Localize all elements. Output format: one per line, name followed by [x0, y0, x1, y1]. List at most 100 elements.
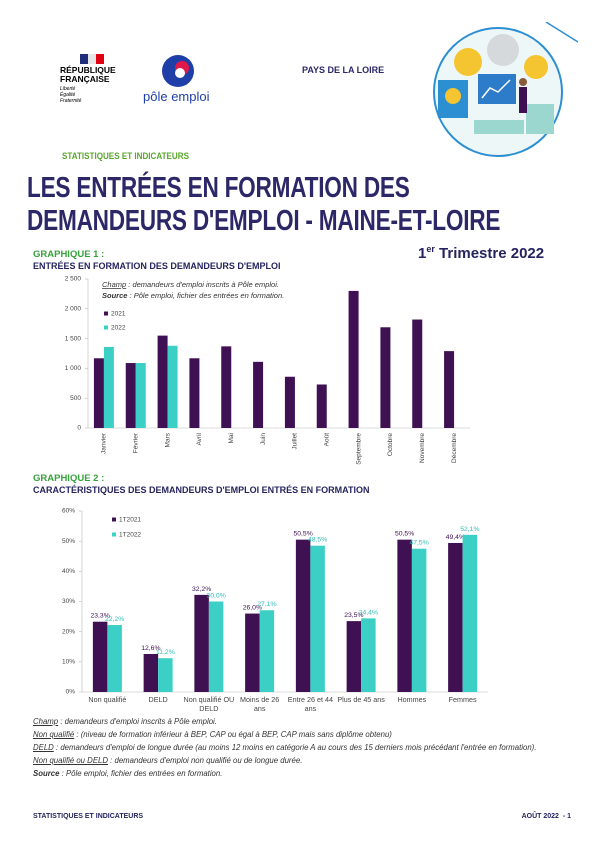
bar — [444, 351, 455, 428]
value-label: 48,5% — [308, 537, 327, 544]
note: DELD : demandeurs d'emploi de longue dur… — [33, 743, 563, 753]
chart-label: GRAPHIQUE 1 : — [33, 249, 105, 260]
y-tick-label: 1 000 — [65, 365, 82, 372]
brand-logo — [162, 55, 194, 87]
bar — [361, 618, 376, 692]
note: Champ : demandeurs d'emploi inscrits à P… — [33, 717, 563, 727]
note: Source : Pôle emploi, fichier des entrée… — [33, 769, 563, 779]
x-tick-label: Non qualifié — [88, 695, 127, 704]
legend-swatch — [104, 325, 108, 330]
note-term: Champ — [33, 717, 59, 726]
bar — [103, 346, 114, 428]
x-tick-label: Février — [132, 432, 139, 453]
note-text: : (niveau de formation inférieur à BEP, … — [76, 730, 392, 739]
bar — [316, 384, 327, 428]
bar — [143, 653, 159, 692]
legend-label: 1T2022 — [119, 532, 141, 539]
motto-line: Égalité — [60, 92, 76, 98]
y-tick-label: 20% — [62, 628, 75, 635]
y-tick-label: 30% — [62, 598, 75, 605]
bar — [167, 345, 178, 428]
x-tick-label: Novembre — [419, 433, 426, 463]
bar — [194, 594, 209, 692]
note-text: : demandeurs d'emploi non qualifié ou de… — [110, 756, 303, 765]
republic: RÉPUBLIQUE FRANÇAISE — [60, 65, 116, 84]
value-label: 23,3% — [90, 613, 109, 620]
bar — [157, 335, 168, 428]
period-text: Trimestre 2022 — [439, 245, 545, 262]
legend-label: 2022 — [111, 325, 126, 332]
x-tick-label: Octobre — [387, 433, 394, 457]
bar — [208, 601, 224, 692]
note-term: DELD — [33, 743, 54, 752]
bar — [259, 610, 275, 692]
title-line: LES ENTRÉES EN FORMATION DES — [27, 172, 410, 204]
bar — [221, 346, 232, 428]
y-tick-label: 0% — [66, 689, 76, 696]
bar — [158, 658, 173, 692]
legend-label: 2021 — [111, 311, 126, 318]
y-tick-label: 0 — [77, 425, 81, 432]
x-tick-label: Non qualifié OU DELD — [183, 695, 235, 713]
value-label: 27,1% — [257, 601, 276, 608]
bar — [284, 376, 295, 428]
x-tick-label: Août — [323, 433, 330, 447]
note-text: : demandeurs d'emploi inscrits à Pôle em… — [60, 717, 217, 726]
bar — [462, 534, 478, 692]
bar — [397, 539, 412, 692]
x-tick-label: Juin — [260, 433, 267, 445]
value-label: 32,2% — [192, 586, 211, 593]
chart-title: CARACTÉRISTIQUES DES DEMANDEURS D'EMPLOI… — [33, 485, 370, 495]
motto-line: Fraternité — [60, 98, 82, 104]
bar — [448, 542, 463, 692]
period-num: 1 — [418, 245, 427, 262]
legend-swatch — [112, 532, 116, 537]
bar — [189, 358, 200, 428]
bar — [253, 361, 264, 428]
value-label: 24,4% — [359, 609, 378, 616]
x-tick-label: Janvier — [101, 432, 108, 454]
bar — [411, 548, 427, 692]
note-term: Non qualifié ou DELD — [33, 756, 108, 765]
note: Non qualifié ou DELD : demandeurs d'empl… — [33, 756, 563, 766]
legend-label: 1T2021 — [119, 517, 141, 524]
value-label: 23,5% — [344, 612, 363, 619]
x-tick-label: Hommes — [397, 695, 427, 704]
bar — [380, 327, 391, 428]
value-label: 52,1% — [460, 526, 479, 533]
marianne-logo — [80, 54, 104, 64]
note-term: Non qualifié — [33, 730, 75, 739]
bar — [135, 363, 146, 428]
bar — [245, 613, 260, 692]
y-tick-label: 500 — [70, 395, 81, 402]
bar — [310, 545, 325, 692]
chart-title: ENTRÉES EN FORMATION DES DEMANDEURS D'EM… — [33, 261, 281, 271]
annotation: Source : Pôle emploi, fichier des entrée… — [102, 291, 284, 300]
legend-swatch — [104, 311, 108, 316]
region: PAYS DE LA LOIRE — [302, 65, 385, 75]
x-tick-label: Mars — [164, 432, 171, 447]
annotation-term: Source — [102, 291, 127, 300]
x-tick-label: Moins de 26 ans — [240, 695, 280, 713]
motto: Liberté Égalité Fraternité — [60, 86, 81, 104]
annotation-text: : Pôle emploi, fichier des entrées en fo… — [130, 291, 285, 300]
x-tick-label: DELD — [148, 695, 168, 704]
period: 1er Trimestre 2022 — [418, 244, 544, 262]
annotation-term: Champ — [102, 280, 126, 289]
note: Non qualifié : (niveau de formation infé… — [33, 730, 563, 740]
y-tick-label: 50% — [62, 538, 75, 545]
bar — [92, 621, 108, 692]
value-label: 22,2% — [105, 616, 124, 623]
y-tick-label: 2 000 — [65, 306, 82, 313]
y-tick-label: 40% — [62, 568, 75, 575]
bar — [412, 319, 423, 428]
bar — [348, 290, 359, 428]
annotation: Champ : demandeurs d'emploi inscrits à P… — [102, 280, 279, 289]
value-label: 50,5% — [293, 531, 312, 538]
bar — [125, 363, 136, 428]
note-text: : demandeurs d'emploi de longue durée (a… — [55, 743, 537, 752]
brand: pôle emploi — [143, 89, 210, 104]
value-label: 30,0% — [206, 593, 225, 600]
bar — [107, 625, 122, 692]
